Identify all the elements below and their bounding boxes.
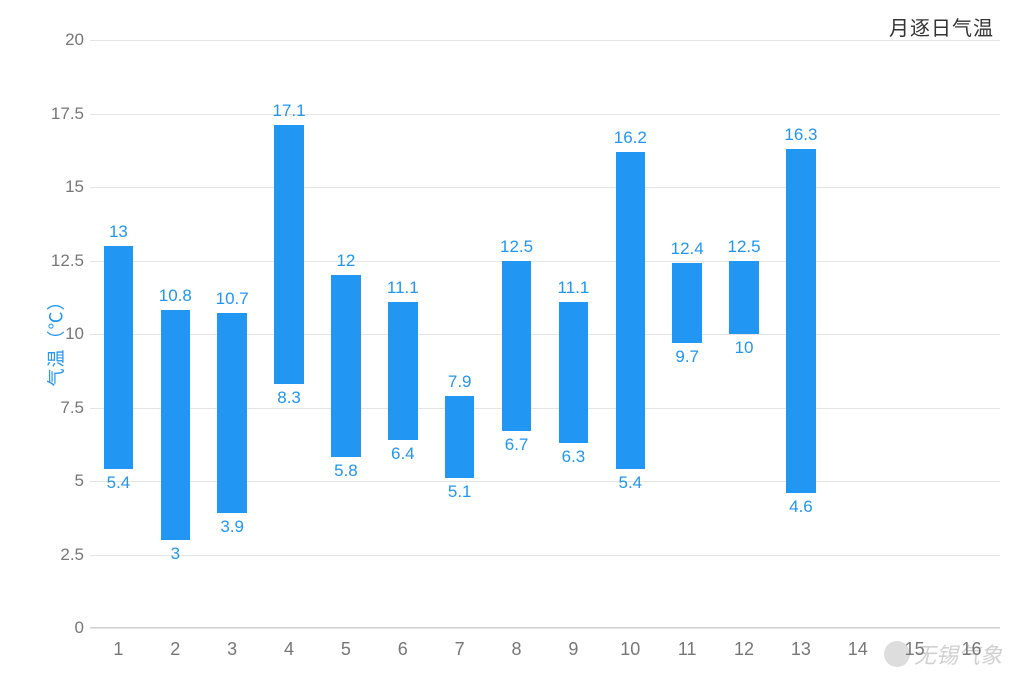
- bar-low-label: 5.4: [107, 473, 131, 493]
- x-tick-label: 6: [398, 639, 408, 660]
- bar-high-label: 12.5: [728, 237, 761, 257]
- temp-bar: [274, 125, 304, 384]
- gridline: [90, 555, 1000, 556]
- bar-low-label: 6.4: [391, 444, 415, 464]
- bar-low-label: 4.6: [789, 497, 813, 517]
- temp-bar: [559, 302, 589, 443]
- y-tick-label: 5: [40, 471, 84, 491]
- plot-area: 02.557.51012.51517.520123456789101112131…: [90, 40, 1000, 628]
- bar-low-label: 8.3: [277, 388, 301, 408]
- temp-bar: [217, 313, 247, 513]
- bar-low-label: 5.1: [448, 482, 472, 502]
- temp-bar: [445, 396, 475, 478]
- temp-bar: [502, 261, 532, 432]
- gridline: [90, 628, 1000, 629]
- bar-high-label: 16.2: [614, 128, 647, 148]
- bar-low-label: 5.8: [334, 461, 358, 481]
- temp-bar: [104, 246, 134, 469]
- temp-bar: [388, 302, 418, 440]
- bar-low-label: 3: [171, 544, 180, 564]
- bar-low-label: 6.3: [562, 447, 586, 467]
- watermark-text: 无锡气象: [914, 638, 1002, 670]
- x-tick-label: 7: [455, 639, 465, 660]
- bar-high-label: 11.1: [558, 278, 590, 298]
- temp-bar: [161, 310, 191, 539]
- bar-high-label: 16.3: [784, 125, 817, 145]
- x-tick-label: 5: [341, 639, 351, 660]
- chart-title: 月逐日气温: [889, 12, 994, 41]
- y-tick-label: 15: [40, 177, 84, 197]
- temp-bar: [616, 152, 646, 470]
- bar-high-label: 10.7: [216, 289, 249, 309]
- bar-high-label: 10.8: [159, 286, 192, 306]
- bar-high-label: 7.9: [448, 372, 472, 392]
- x-tick-label: 10: [620, 639, 640, 660]
- y-tick-label: 12.5: [40, 251, 84, 271]
- bar-low-label: 10: [735, 338, 754, 358]
- x-tick-label: 13: [791, 639, 811, 660]
- watermark-logo-icon: [884, 641, 910, 667]
- bar-high-label: 13: [109, 222, 128, 242]
- bar-low-label: 3.9: [220, 517, 244, 537]
- x-axis: [90, 627, 1000, 628]
- bar-low-label: 6.7: [505, 435, 529, 455]
- bar-high-label: 12.5: [500, 237, 533, 257]
- temp-bar: [786, 149, 816, 493]
- bar-high-label: 12: [336, 251, 355, 271]
- x-tick-label: 12: [734, 639, 754, 660]
- y-tick-label: 0: [40, 618, 84, 638]
- x-tick-label: 2: [170, 639, 180, 660]
- temp-bar: [672, 263, 702, 342]
- x-tick-label: 14: [848, 639, 868, 660]
- bar-high-label: 11.1: [387, 278, 419, 298]
- gridline: [90, 114, 1000, 115]
- x-tick-label: 11: [678, 639, 697, 660]
- x-tick-label: 9: [568, 639, 578, 660]
- bar-low-label: 5.4: [618, 473, 642, 493]
- temp-bar: [729, 261, 759, 335]
- x-tick-label: 1: [113, 639, 123, 660]
- gridline: [90, 261, 1000, 262]
- gridline: [90, 40, 1000, 41]
- x-tick-label: 8: [512, 639, 522, 660]
- bar-high-label: 12.4: [671, 239, 704, 259]
- y-tick-label: 20: [40, 30, 84, 50]
- watermark: 无锡气象: [884, 638, 1002, 670]
- bar-low-label: 9.7: [675, 347, 699, 367]
- x-tick-label: 3: [227, 639, 237, 660]
- y-tick-label: 10: [40, 324, 84, 344]
- temp-bar: [331, 275, 361, 457]
- bar-high-label: 17.1: [273, 101, 306, 121]
- gridline: [90, 187, 1000, 188]
- y-tick-label: 17.5: [40, 104, 84, 124]
- y-tick-label: 2.5: [40, 545, 84, 565]
- x-tick-label: 4: [284, 639, 294, 660]
- y-tick-label: 7.5: [40, 398, 84, 418]
